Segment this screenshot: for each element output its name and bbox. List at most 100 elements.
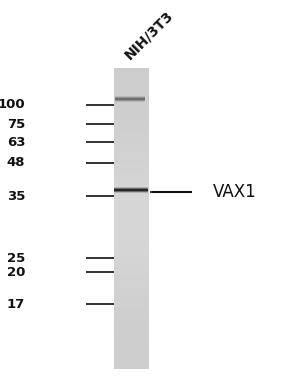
Bar bbox=[114, 179, 149, 183]
Bar bbox=[115, 186, 147, 189]
Bar bbox=[114, 299, 149, 302]
Bar bbox=[115, 191, 147, 193]
Bar bbox=[114, 89, 149, 93]
Bar bbox=[114, 344, 149, 347]
Bar bbox=[114, 134, 149, 138]
Bar bbox=[115, 99, 144, 102]
Bar bbox=[114, 311, 149, 314]
Bar bbox=[114, 233, 149, 237]
Bar bbox=[114, 113, 149, 116]
Bar bbox=[114, 71, 149, 74]
Bar bbox=[114, 107, 149, 110]
Bar bbox=[114, 80, 149, 84]
Text: 48: 48 bbox=[7, 156, 25, 169]
Bar bbox=[114, 308, 149, 311]
Bar bbox=[114, 305, 149, 308]
Bar bbox=[114, 266, 149, 270]
Bar bbox=[114, 251, 149, 254]
Bar bbox=[114, 176, 149, 180]
Bar bbox=[114, 359, 149, 363]
Bar bbox=[114, 356, 149, 359]
Bar bbox=[114, 104, 149, 107]
Text: 75: 75 bbox=[7, 118, 25, 130]
Bar bbox=[114, 239, 149, 243]
Bar bbox=[114, 287, 149, 291]
Bar bbox=[114, 317, 149, 321]
Bar bbox=[114, 77, 149, 81]
Bar bbox=[114, 263, 149, 266]
Bar bbox=[114, 191, 149, 195]
Bar bbox=[114, 128, 149, 132]
Bar bbox=[114, 338, 149, 341]
Bar bbox=[114, 293, 149, 296]
Bar bbox=[114, 218, 149, 222]
Bar bbox=[114, 131, 149, 135]
Bar bbox=[115, 96, 144, 98]
Bar bbox=[114, 155, 149, 158]
Text: NIH/3T3: NIH/3T3 bbox=[122, 8, 176, 62]
Bar bbox=[114, 203, 149, 206]
Bar bbox=[115, 99, 144, 101]
Bar bbox=[114, 326, 149, 330]
Bar bbox=[114, 260, 149, 263]
Bar bbox=[114, 98, 149, 102]
Bar bbox=[114, 158, 149, 161]
Bar bbox=[115, 189, 147, 192]
Bar bbox=[114, 185, 149, 189]
Bar bbox=[114, 227, 149, 231]
Bar bbox=[114, 302, 149, 305]
Bar bbox=[114, 206, 149, 209]
Bar bbox=[114, 314, 149, 318]
Bar bbox=[114, 140, 149, 144]
Bar bbox=[114, 254, 149, 257]
Bar bbox=[114, 269, 149, 273]
Bar bbox=[114, 272, 149, 276]
Bar bbox=[114, 170, 149, 174]
Bar bbox=[115, 96, 144, 99]
Bar bbox=[114, 281, 149, 285]
Bar bbox=[114, 221, 149, 225]
Bar bbox=[114, 347, 149, 350]
Bar bbox=[114, 122, 149, 125]
Bar bbox=[114, 323, 149, 327]
Bar bbox=[114, 341, 149, 344]
Bar bbox=[114, 110, 149, 113]
Bar bbox=[114, 224, 149, 228]
Bar bbox=[114, 332, 149, 336]
Bar bbox=[114, 362, 149, 366]
Bar bbox=[114, 116, 149, 119]
Bar bbox=[114, 275, 149, 279]
Bar bbox=[114, 290, 149, 293]
Bar bbox=[114, 278, 149, 282]
Bar bbox=[114, 164, 149, 167]
Bar bbox=[114, 230, 149, 234]
Text: 35: 35 bbox=[7, 189, 25, 203]
Bar bbox=[114, 197, 149, 200]
Bar bbox=[114, 182, 149, 186]
Text: 20: 20 bbox=[7, 265, 25, 279]
Bar bbox=[114, 92, 149, 96]
Bar bbox=[114, 149, 149, 152]
Bar bbox=[114, 257, 149, 260]
Bar bbox=[114, 329, 149, 333]
Bar bbox=[114, 194, 149, 197]
Text: 100: 100 bbox=[0, 99, 25, 112]
Bar bbox=[114, 209, 149, 212]
Bar bbox=[114, 350, 149, 353]
Bar bbox=[114, 146, 149, 150]
Bar bbox=[114, 188, 149, 192]
Bar bbox=[114, 95, 149, 99]
Bar bbox=[114, 74, 149, 77]
Bar bbox=[114, 143, 149, 147]
Bar bbox=[114, 83, 149, 87]
Bar bbox=[114, 242, 149, 245]
Bar bbox=[114, 119, 149, 122]
Bar bbox=[114, 125, 149, 129]
Bar bbox=[114, 248, 149, 251]
Text: 17: 17 bbox=[7, 297, 25, 310]
Bar bbox=[114, 215, 149, 218]
Bar bbox=[114, 101, 149, 104]
Bar bbox=[114, 161, 149, 164]
Bar bbox=[114, 365, 149, 369]
Bar bbox=[114, 335, 149, 339]
